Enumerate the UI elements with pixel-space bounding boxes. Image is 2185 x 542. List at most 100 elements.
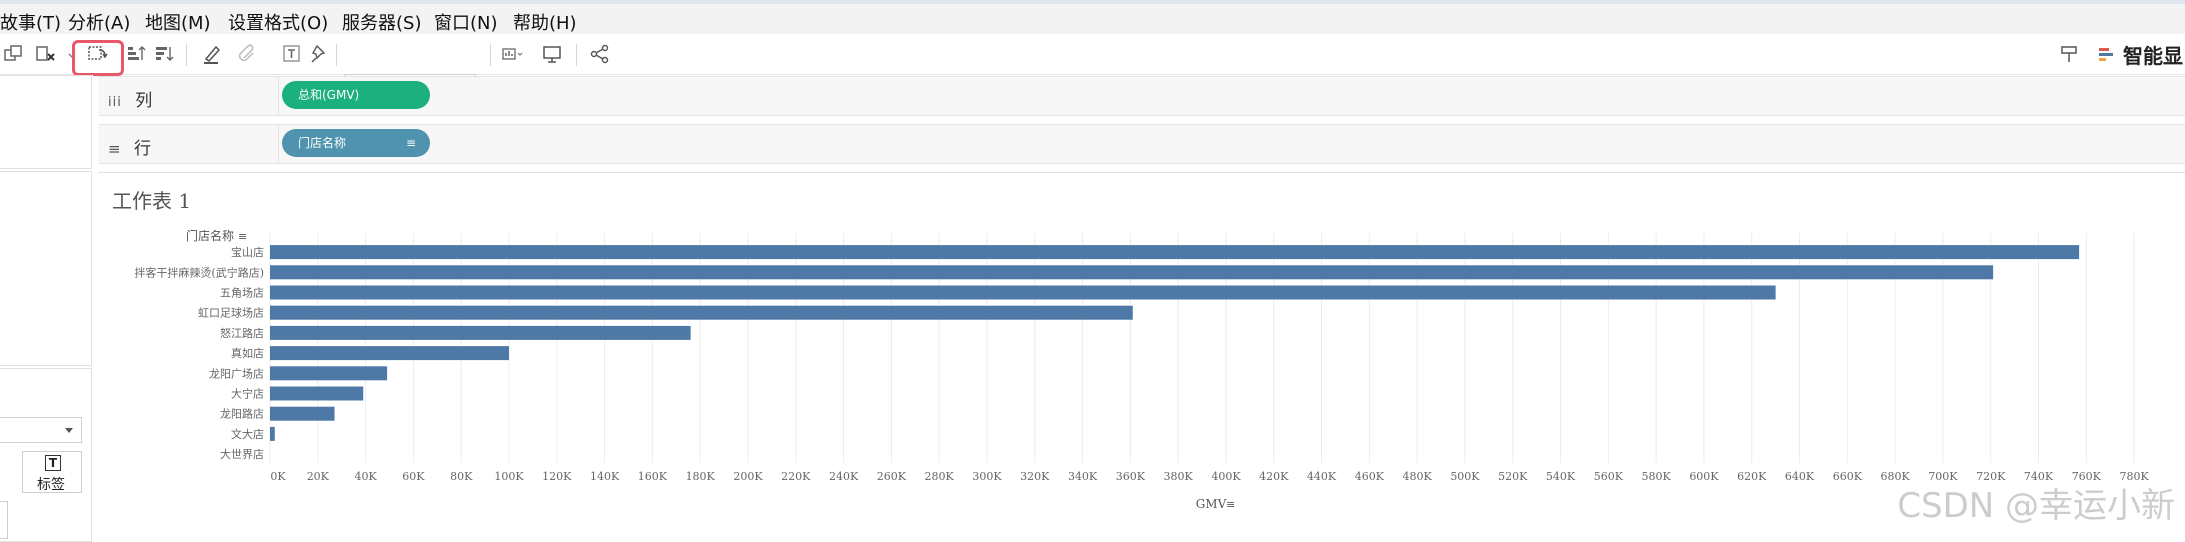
- chevron-down-icon[interactable]: [60, 42, 76, 66]
- menu-analysis[interactable]: 分析(A): [68, 13, 131, 34]
- columns-icon: iii: [108, 95, 122, 110]
- x-tick-label: 220K: [781, 470, 811, 483]
- rows-shelf-label: ≡ 行: [108, 139, 151, 159]
- x-tick-label: 200K: [733, 470, 763, 483]
- label-button-text: 标签: [37, 477, 65, 493]
- mark-type-select[interactable]: [0, 417, 82, 443]
- category-label: 拌客干拌麻辣烫(武宁路店): [134, 265, 264, 279]
- bar: [270, 265, 1994, 280]
- highlight-icon[interactable]: [200, 42, 224, 66]
- smart-show-label[interactable]: 智能显: [2123, 44, 2183, 68]
- x-tick-label: 40K: [354, 470, 377, 483]
- tooltip-button[interactable]: [0, 501, 8, 539]
- bar: [270, 406, 335, 421]
- columns-pill-gmv[interactable]: 总和(GMV): [282, 81, 430, 109]
- filters-card: [0, 171, 92, 366]
- menu-map[interactable]: 地图(M): [145, 13, 211, 34]
- x-tick-label: 160K: [638, 470, 668, 483]
- sort-descending-icon[interactable]: [152, 42, 176, 66]
- pages-card: [0, 75, 92, 169]
- rows-pill-label: 门店名称: [298, 136, 347, 150]
- menu-server[interactable]: 服务器(S): [342, 13, 422, 34]
- x-tick-label: 740K: [2024, 470, 2054, 483]
- duplicate-icon[interactable]: [2, 42, 26, 66]
- presentation-icon[interactable]: [540, 42, 564, 66]
- sort-ascending-icon[interactable]: [124, 42, 148, 66]
- group-icon[interactable]: [236, 42, 260, 66]
- show-labels-icon[interactable]: [280, 42, 304, 66]
- sheet-title: 工作表 1: [112, 189, 192, 213]
- bar: [270, 346, 509, 361]
- left-panel: T 标签: [0, 75, 93, 542]
- x-tick-label: 760K: [2072, 470, 2102, 483]
- pin-tool-icon[interactable]: [2058, 42, 2082, 66]
- rows-icon: ≡: [108, 140, 121, 158]
- window-top-edge: [0, 0, 2185, 4]
- bar: [270, 285, 1776, 300]
- x-tick-label: 180K: [686, 470, 716, 483]
- bar: [270, 366, 388, 381]
- pin-icon[interactable]: [308, 42, 332, 66]
- text-label-icon: T: [45, 455, 61, 471]
- category-label: 宝山店: [231, 245, 264, 259]
- x-tick-label: 560K: [1594, 470, 1624, 483]
- clear-sheet-icon[interactable]: [34, 42, 58, 66]
- menu-format[interactable]: 设置格式(O): [228, 13, 329, 34]
- x-tick-label: 500K: [1450, 470, 1480, 483]
- chevron-down-icon: [65, 428, 73, 433]
- share-icon[interactable]: [588, 42, 612, 66]
- sort-icon: ≡: [405, 136, 416, 150]
- swap-rows-cols-icon[interactable]: [86, 42, 110, 66]
- x-tick-label: 20K: [307, 470, 330, 483]
- category-label: 怒江路店: [220, 326, 264, 340]
- x-tick-label: 360K: [1116, 470, 1146, 483]
- bar: [270, 426, 275, 441]
- bar: [270, 245, 2080, 260]
- x-tick-label: 580K: [1642, 470, 1672, 483]
- smart-show-icon[interactable]: [2094, 42, 2114, 66]
- category-label: 文大店: [231, 427, 264, 441]
- x-tick-label: 600K: [1689, 470, 1719, 483]
- toolbar: 标准: [0, 34, 2185, 100]
- x-tick-label: 520K: [1498, 470, 1528, 483]
- menu-story[interactable]: 故事(T): [0, 13, 62, 34]
- x-tick-label: 120K: [542, 470, 572, 483]
- highlighted-swap-button-frame: [72, 40, 124, 76]
- category-label: 大世界店: [220, 447, 264, 461]
- fit-icon[interactable]: [500, 42, 524, 66]
- x-tick-label: 380K: [1164, 470, 1194, 483]
- x-tick-label: 320K: [1020, 470, 1050, 483]
- x-tick-label: 60K: [402, 470, 425, 483]
- x-tick-label: 280K: [925, 470, 955, 483]
- x-tick-label: 260K: [877, 470, 907, 483]
- category-label: 真如店: [231, 346, 264, 360]
- category-label: 龙阳路店: [220, 407, 264, 421]
- rows-pill-store-name[interactable]: 门店名称 ≡: [282, 129, 430, 157]
- x-tick-label: 720K: [1976, 470, 2006, 483]
- worksheet: 工作表 1 门店名称 ≡ 宝山店 拌客干拌麻辣烫(武宁路店) 五角场店 虹口足球场店 怒江路…: [98, 172, 2185, 541]
- x-tick-label: 80K: [450, 470, 473, 483]
- menu-help[interactable]: 帮助(H): [513, 13, 577, 34]
- x-tick-label: 0K: [270, 470, 286, 483]
- category-label: 龙阳广场店: [209, 366, 264, 380]
- label-button[interactable]: T 标签: [22, 451, 82, 493]
- category-label: 大宁店: [231, 387, 264, 401]
- bar: [270, 386, 364, 401]
- menu-window[interactable]: 窗口(N): [434, 13, 498, 34]
- x-tick-label: 540K: [1546, 470, 1576, 483]
- x-tick-label: 660K: [1833, 470, 1863, 483]
- x-tick-label: 440K: [1307, 470, 1337, 483]
- sort-icon: ≡: [238, 230, 247, 243]
- x-tick-label: 420K: [1259, 470, 1289, 483]
- columns-shelf[interactable]: iii 列: [98, 76, 2185, 116]
- bar: [270, 305, 1133, 320]
- x-tick-label: 140K: [590, 470, 620, 483]
- category-label: 五角场店: [220, 286, 264, 300]
- watermark: CSDN @幸运小新: [1897, 486, 2175, 526]
- x-tick-label: 640K: [1785, 470, 1815, 483]
- rows-shelf[interactable]: ≡ 行: [98, 124, 2185, 164]
- x-tick-label: 240K: [829, 470, 859, 483]
- x-axis-label: GMV: [1196, 497, 1227, 511]
- menu-bar: 故事(T) 分析(A) 地图(M) 设置格式(O) 服务器(S) 窗口(N) 帮…: [0, 4, 2185, 34]
